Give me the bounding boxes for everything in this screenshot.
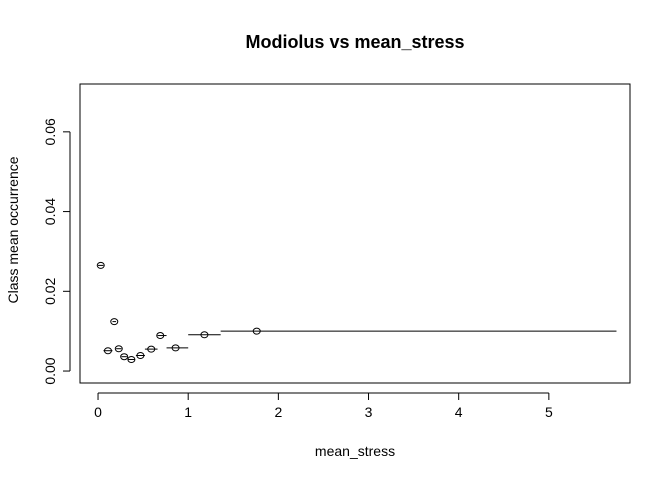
- y-tick-label: 0.04: [42, 198, 58, 225]
- x-tick-label: 0: [94, 404, 102, 420]
- data-point: [96, 261, 105, 269]
- data-point: [120, 353, 129, 361]
- x-tick-label: 1: [184, 404, 192, 420]
- data-point: [156, 332, 165, 340]
- x-tick-label: 5: [545, 404, 553, 420]
- y-axis: 0.00 0.02 0.04 0.06: [42, 118, 71, 385]
- data-series: [96, 261, 617, 363]
- data-point: [103, 347, 112, 355]
- x-tick-label: 2: [274, 404, 282, 420]
- x-tick-label: 4: [455, 404, 463, 420]
- data-point: [147, 345, 156, 353]
- data-point: [136, 351, 145, 359]
- y-tick-label: 0.00: [42, 357, 58, 384]
- plot-frame: [79, 83, 631, 384]
- x-tick-label: 3: [365, 404, 373, 420]
- y-axis-label: Class mean occurrence: [5, 156, 21, 303]
- data-point: [171, 344, 180, 352]
- x-axis-label: mean_stress: [315, 443, 395, 459]
- y-tick-label: 0.06: [42, 118, 58, 145]
- data-point: [114, 345, 123, 353]
- x-axis: 0 1 2 3 4 5: [94, 392, 553, 420]
- data-point: [200, 331, 209, 339]
- y-tick-label: 0.02: [42, 277, 58, 304]
- data-point: [252, 327, 261, 335]
- chart-title: Modiolus vs mean_stress: [245, 32, 464, 52]
- data-point: [110, 318, 119, 326]
- data-point: [127, 355, 136, 363]
